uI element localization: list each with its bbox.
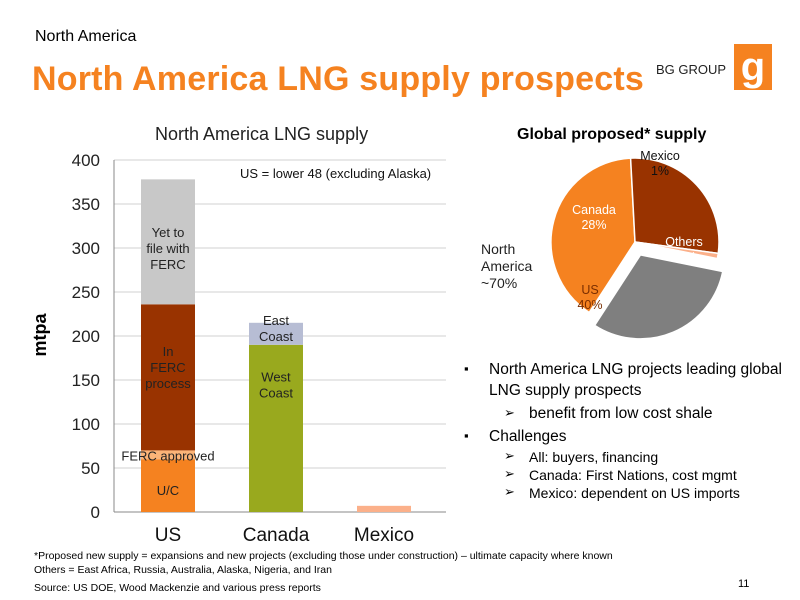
bullet-challenges: Challenges: [462, 427, 792, 448]
bar-segment: [249, 322, 303, 345]
pie-chart-title: Global proposed* supply: [517, 126, 707, 143]
page-number: 11: [738, 578, 750, 590]
pie-slice-label: Others 31%: [665, 235, 703, 264]
y-tick-label: 50: [81, 459, 100, 478]
bar-chart-title: North America LNG supply: [155, 124, 369, 144]
svg-text:g: g: [741, 45, 765, 89]
pie-slice-label: Canada 28%: [572, 203, 616, 232]
y-tick-label: 0: [91, 503, 100, 522]
pie-slice: [550, 157, 636, 314]
segment-label: East Coast: [259, 313, 293, 344]
pie-slice: [593, 254, 724, 340]
bg-logo-icon: g: [734, 44, 772, 90]
y-tick-label: 150: [72, 371, 100, 390]
sub-bullet-all: All: buyers, financing: [462, 448, 792, 466]
sub-bullet-mexico: Mexico: dependent on US imports: [462, 484, 792, 502]
pie-annotation: North America ~70%: [481, 241, 533, 291]
segment-label: Yet to file with FERC: [146, 225, 189, 272]
bar-segment: [249, 344, 303, 512]
brand-name: BG GROUP: [656, 62, 727, 77]
y-tick-label: 250: [72, 283, 100, 302]
x-tick-label: Canada: [243, 525, 310, 546]
pie-slice: [629, 157, 720, 255]
bullet-list: North America LNG projects leading globa…: [462, 360, 792, 502]
segment-label: West Coast: [259, 369, 293, 400]
section-label: North America: [35, 28, 137, 45]
segment-label: FERC approved: [121, 449, 214, 464]
chart-annotation: US = lower 48 (excluding Alaska): [240, 166, 431, 181]
bar-segment: [141, 450, 195, 460]
y-tick-label: 100: [72, 415, 100, 434]
pie-slice-label: US 40%: [577, 283, 602, 312]
bullet-leading: North America LNG projects leading globa…: [462, 360, 792, 402]
page-title: North America LNG supply prospects: [32, 60, 644, 98]
pie-slice: [634, 241, 720, 260]
y-tick-label: 350: [72, 195, 100, 214]
bar-segment: [141, 179, 195, 305]
x-tick-label: Mexico: [354, 525, 414, 546]
sub-bullet-canada: Canada: First Nations, cost mgmt: [462, 466, 792, 484]
bar-segment: [141, 304, 195, 451]
sub-bullet-shale: benefit from low cost shale: [462, 404, 792, 425]
bar-segment: [357, 505, 411, 512]
y-axis-label: mtpa: [30, 313, 50, 357]
footnote-line-2: Others = East Africa, Russia, Australia,…: [34, 563, 332, 576]
pie-slice-label: Mexico 1%: [640, 149, 680, 178]
source-note: Source: US DOE, Wood Mackenzie and vario…: [34, 582, 321, 594]
y-tick-label: 200: [72, 327, 100, 346]
segment-label: U/C: [157, 483, 179, 498]
y-tick-label: 300: [72, 239, 100, 258]
footnote: *Proposed new supply = expansions and ne…: [34, 550, 613, 577]
x-tick-label: US: [155, 525, 181, 546]
footnote-line-1: *Proposed new supply = expansions and ne…: [34, 550, 613, 562]
segment-label: In FERC process: [145, 344, 191, 391]
y-tick-label: 400: [72, 151, 100, 170]
bar-segment: [141, 459, 195, 512]
